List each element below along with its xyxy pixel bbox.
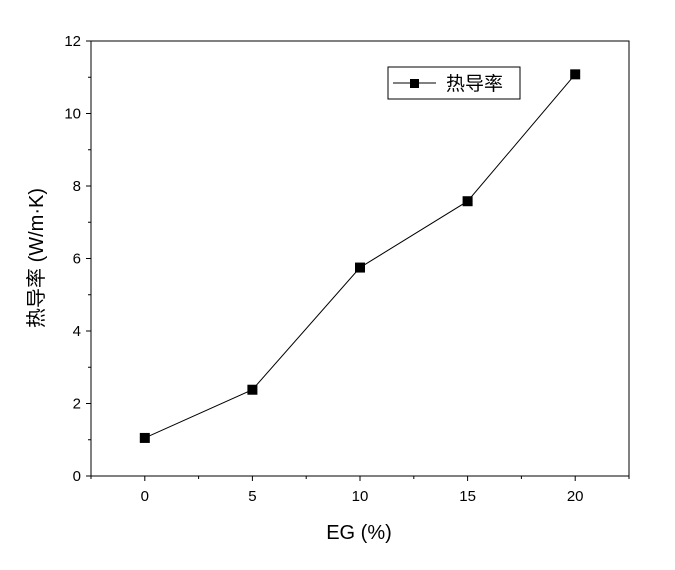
data-point-marker: [570, 69, 581, 80]
series-layer: [139, 69, 581, 443]
x-axis-title: EG (%): [326, 522, 392, 544]
y-tick-label: 6: [73, 251, 81, 268]
data-point-marker: [355, 262, 365, 273]
y-axis: 0 2 4 6 8 10 12: [64, 33, 91, 485]
data-point-marker: [462, 196, 473, 207]
data-point-marker: [139, 432, 150, 443]
x-axis: 0 5 10 15 20: [90, 476, 630, 505]
y-axis-title: 热导率 (W/m·K): [25, 188, 48, 328]
x-tick-label: 20: [567, 488, 584, 505]
legend-marker-square: [410, 79, 419, 88]
y-tick-label: 4: [73, 323, 81, 340]
legend-label: 热导率: [446, 73, 503, 95]
y-tick-label: 8: [73, 178, 81, 195]
y-tick-label: 2: [73, 396, 81, 413]
x-tick-label: 10: [352, 488, 369, 505]
data-point-marker: [247, 384, 258, 395]
y-tick-label: 0: [73, 468, 81, 485]
legend: 热导率: [387, 66, 521, 100]
y-tick-label: 12: [64, 33, 81, 50]
x-tick-label: 5: [248, 488, 256, 505]
x-tick-label: 0: [141, 488, 149, 505]
series-line: [144, 74, 576, 439]
y-tick-label: 10: [64, 106, 81, 123]
x-tick-label: 15: [459, 488, 476, 505]
